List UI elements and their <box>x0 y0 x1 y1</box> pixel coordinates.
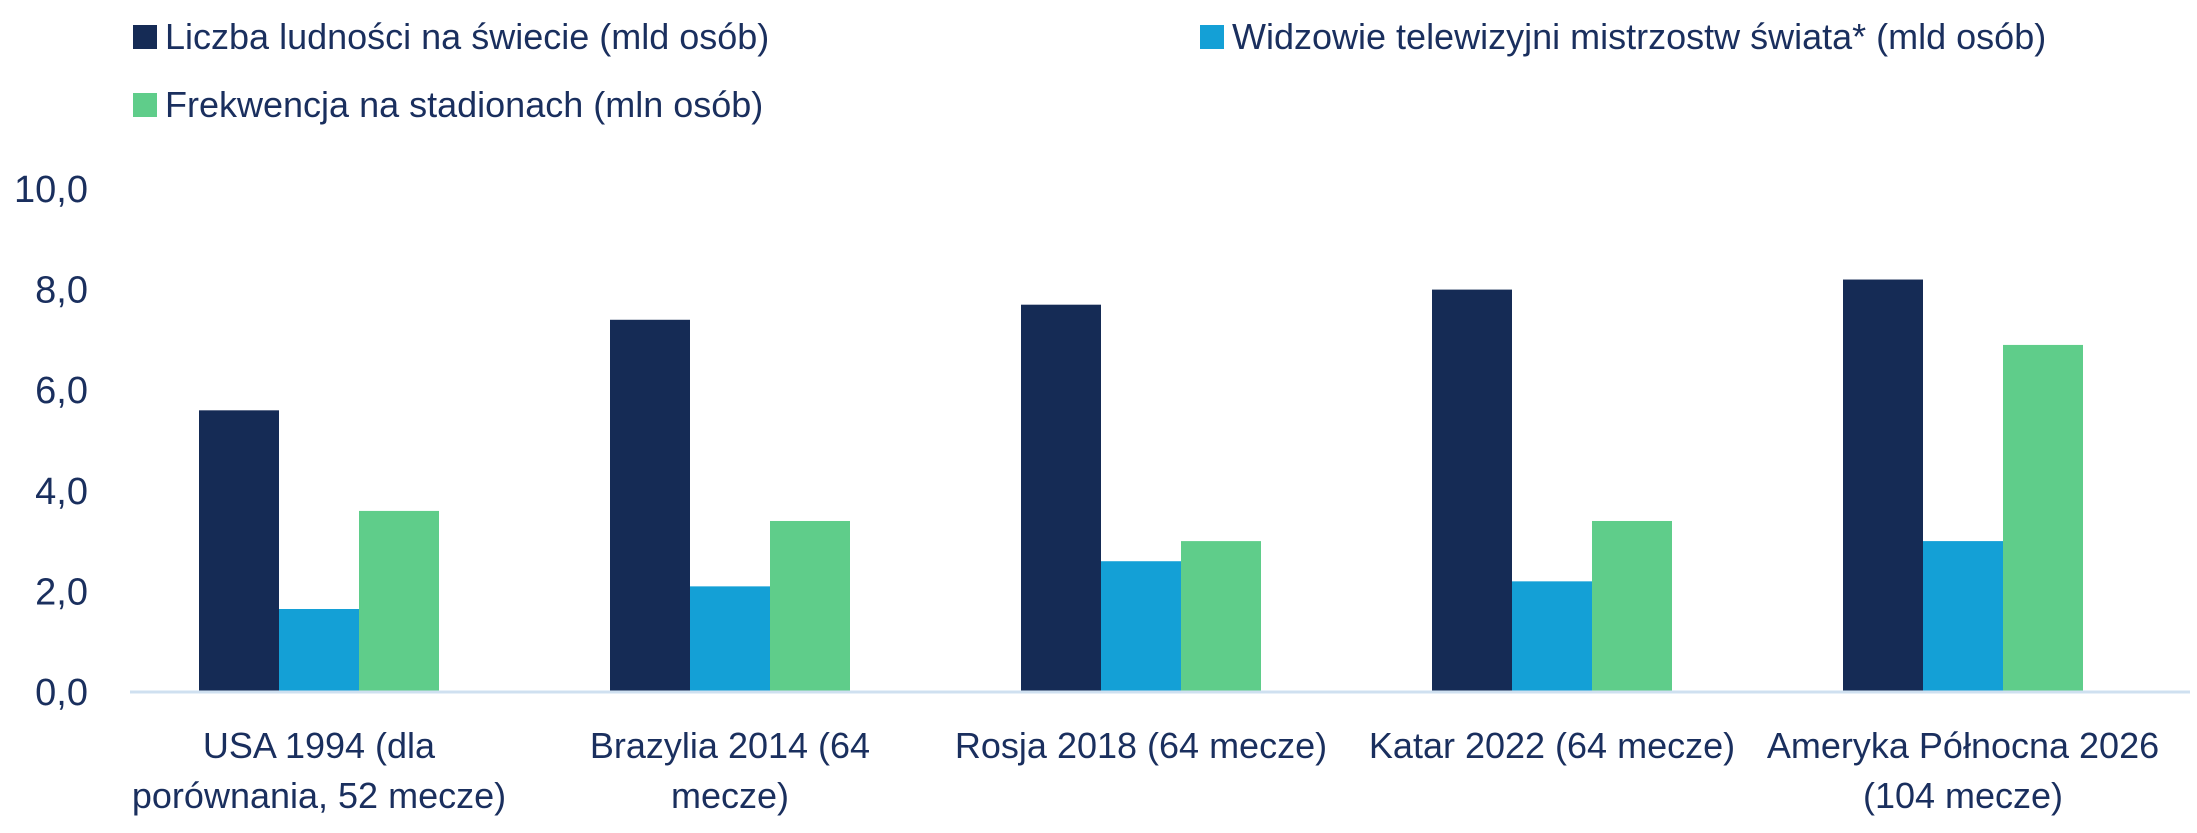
x-category-label: Katar 2022 (64 mecze) <box>1369 725 1735 766</box>
x-category-label: Rosja 2018 (64 mecze) <box>955 725 1327 766</box>
bars <box>199 279 2083 692</box>
x-category-label: USA 1994 (dla <box>203 725 436 766</box>
y-tick-label: 10,0 <box>14 169 88 211</box>
bar-series-2-cat-2 <box>690 586 770 692</box>
bar-series-1-cat-1 <box>199 410 279 692</box>
x-category-label: porównania, 52 mecze) <box>132 775 506 816</box>
bar-series-3-cat-5 <box>2003 344 2083 692</box>
legend-label-1: Liczba ludności na świecie (mld osób) <box>165 16 769 57</box>
bar-series-1-cat-4 <box>1432 289 1512 692</box>
legend-label-3: Frekwencja na stadionach (mln osób) <box>165 84 763 125</box>
bar-series-1-cat-3 <box>1021 304 1101 692</box>
bar-series-3-cat-4 <box>1592 520 1672 692</box>
bar-series-3-cat-1 <box>359 510 439 692</box>
y-tick-label: 6,0 <box>35 370 88 412</box>
bar-series-2-cat-1 <box>279 609 359 692</box>
legend: Liczba ludności na świecie (mld osób) Wid… <box>133 16 2046 125</box>
bar-series-2-cat-3 <box>1101 561 1181 692</box>
legend-swatch-2 <box>1200 25 1224 49</box>
bar-series-1-cat-5 <box>1843 279 1923 692</box>
x-category-label: Ameryka Północna 2026 <box>1767 725 2159 766</box>
bar-series-2-cat-4 <box>1512 581 1592 692</box>
x-category-label: Brazylia 2014 (64 <box>590 725 870 766</box>
bar-series-2-cat-5 <box>1923 541 2003 692</box>
legend-swatch-1 <box>133 25 157 49</box>
x-category-label: mecze) <box>671 775 789 816</box>
bar-series-1-cat-2 <box>610 319 690 692</box>
y-tick-label: 4,0 <box>35 471 88 513</box>
legend-label-2: Widzowie telewizyjni mistrzostw świata* … <box>1232 16 2046 57</box>
legend-swatch-3 <box>133 93 157 117</box>
y-tick-label: 8,0 <box>35 270 88 312</box>
x-axis-categories: USA 1994 (dla porównania, 52 mecze) Brazyl… <box>132 725 2159 816</box>
y-tick-label: 0,0 <box>35 672 88 714</box>
y-tick-label: 2,0 <box>35 571 88 613</box>
x-category-label: (104 mecze) <box>1863 775 2063 816</box>
bar-series-3-cat-3 <box>1181 541 1261 692</box>
y-axis-ticks: 0,0 2,0 4,0 6,0 8,0 10,0 <box>14 169 88 714</box>
bar-series-3-cat-2 <box>770 520 850 692</box>
